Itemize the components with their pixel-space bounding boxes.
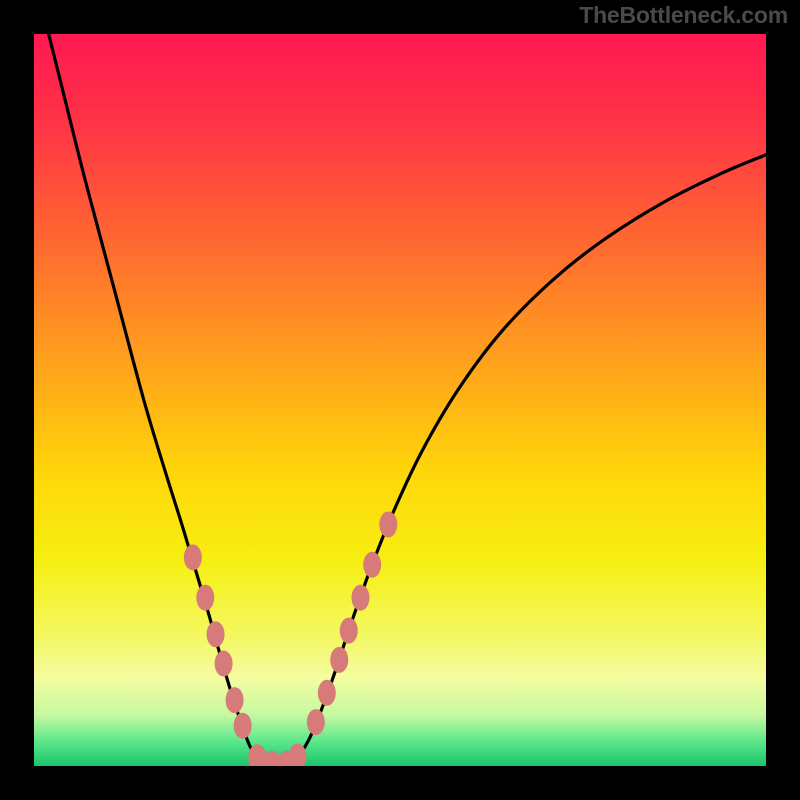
curve-marker	[184, 544, 202, 570]
plot-svg	[34, 34, 766, 766]
curve-marker	[379, 511, 397, 537]
curve-marker	[330, 647, 348, 673]
curve-markers	[184, 511, 397, 766]
watermark-text: TheBottleneck.com	[579, 2, 788, 29]
plot-area	[34, 34, 766, 766]
curve-marker	[226, 687, 244, 713]
bottleneck-curve	[49, 34, 766, 766]
curve-marker	[234, 713, 252, 739]
curve-marker	[363, 552, 381, 578]
chart-container: TheBottleneck.com	[0, 0, 800, 800]
curve-marker	[318, 680, 336, 706]
curve-marker	[215, 651, 233, 677]
curve-marker	[351, 585, 369, 611]
curve-marker	[207, 621, 225, 647]
curve-marker	[307, 709, 325, 735]
curve-marker	[340, 618, 358, 644]
curve-marker	[196, 585, 214, 611]
